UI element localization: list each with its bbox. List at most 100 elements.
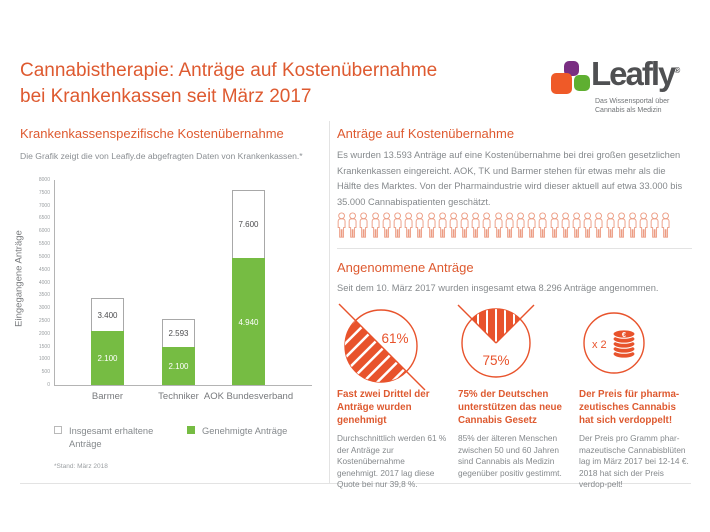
person-icon [572, 212, 581, 238]
stat-body: Durchschnittlich werden 61 % der Anträge… [337, 433, 447, 489]
y-tick-label: 7000 [38, 202, 50, 209]
page-title-line2: bei Krankenkassen seit März 2017 [20, 86, 312, 107]
x-axis-line [54, 385, 312, 386]
person-icon [594, 212, 603, 238]
person-icon [662, 212, 670, 238]
registered-mark: ® [674, 66, 681, 75]
x-category-label: AOK Bundesverband [203, 391, 294, 402]
person-icon [337, 212, 346, 238]
legend-swatch-green [187, 426, 195, 434]
bar-label-total: 2.593 [168, 328, 189, 338]
footnote: *Stand: März 2018 [54, 463, 108, 470]
y-tick-label: 0 [47, 382, 50, 388]
y-tick-label: 7500 [38, 189, 50, 196]
right-section-divider [337, 248, 692, 249]
person-icon [628, 212, 637, 238]
y-axis-line [54, 180, 55, 386]
person-icon [561, 212, 570, 238]
stat-body: Der Preis pro Gramm phar-mazeutische Can… [579, 433, 689, 489]
person-icon [460, 212, 469, 238]
legend-item-total: Insgesamt erhaltene Anträge [54, 425, 161, 450]
pie-61-icon: 61% [338, 303, 426, 391]
person-icon [404, 212, 413, 238]
stat-card-support: 75% der Deutschen unterstützen das neue … [458, 388, 579, 491]
stat-value-x2: x 2 [592, 339, 607, 351]
person-icon [449, 212, 458, 238]
y-tick-label: 2500 [38, 317, 50, 324]
y-tick-label: 6500 [38, 215, 50, 222]
person-icons-row [336, 211, 672, 240]
chart-subtitle: Die Grafik zeigt die von Leafly.de abgef… [20, 151, 303, 161]
y-tick-label: 3500 [38, 292, 50, 299]
x-category-label: Techniker [158, 391, 199, 402]
bottom-divider [20, 483, 691, 484]
bar-approved [91, 331, 124, 385]
right-section2-heading: Angenommene Anträge [337, 260, 474, 275]
person-icon [505, 212, 514, 238]
y-tick-label: 5000 [38, 253, 50, 260]
page-title-line1: Cannabistherapie: Anträge auf Kostenüber… [20, 60, 438, 81]
y-tick-label: 8000 [38, 177, 50, 183]
person-icon [415, 212, 424, 238]
person-icon [348, 212, 357, 238]
stat-body: 85% der älteren Menschen zwischen 50 und… [458, 433, 562, 478]
bar-approved [162, 346, 195, 385]
stat-card-price: Der Preis für pharma-zeutisches Cannabis… [579, 388, 694, 491]
leafly-logo: Leafly® Das Wissensportal über Cannabis … [551, 55, 701, 115]
person-icon [550, 212, 559, 238]
logo-tagline-line2: Cannabis als Medizin [595, 107, 662, 114]
person-icon [527, 212, 536, 238]
logo-square-orange [551, 73, 572, 94]
person-icon [494, 212, 503, 238]
person-icon [639, 212, 648, 238]
person-icon [471, 212, 480, 238]
y-tick-label: 1000 [38, 356, 50, 363]
euro-symbol: € [622, 330, 627, 339]
stat-value-75: 75% [482, 353, 509, 368]
person-icon [393, 212, 402, 238]
bar-label-approved: 2.100 [97, 354, 118, 364]
page-title: Cannabistherapie: Anträge auf Kostenüber… [20, 58, 437, 110]
logo-square-green [574, 75, 590, 91]
y-tick-label: 1500 [38, 343, 50, 350]
bar-label-total: 3.400 [97, 310, 118, 320]
stat-card-approved: Fast zwei Drittel der Anträge wurden gen… [337, 388, 458, 491]
right-section1-body: Es wurden 13.593 Anträge auf eine Kosten… [337, 150, 683, 207]
coins-icon: € x 2 [583, 312, 645, 374]
bar-label-approved: 2.100 [168, 361, 189, 371]
legend-label: Insgesamt erhaltene Anträge [69, 426, 154, 449]
person-icon [483, 212, 491, 238]
person-icon [583, 212, 592, 238]
logo-name: Leafly [591, 55, 676, 92]
y-tick-label: 4500 [38, 266, 50, 273]
bar-label-approved: 4.940 [238, 317, 259, 327]
bar-approved [232, 258, 265, 385]
person-icon [438, 212, 447, 238]
y-tick-label: 6000 [38, 228, 50, 235]
logo-wordmark: Leafly® [591, 55, 680, 93]
stat-title: 75% der Deutschen unterstützen das neue … [458, 389, 562, 426]
stat-title: Der Preis für pharma-zeutisches Cannabis… [579, 389, 680, 426]
stat-title: Fast zwei Drittel der Anträge wurden gen… [337, 389, 430, 426]
leafly-logo-icon [551, 61, 593, 101]
bar-label-total: 7.600 [238, 220, 259, 230]
person-icon [539, 212, 547, 238]
left-section-heading: Krankenkassenspezifische Kostenübernahme [20, 126, 284, 141]
logo-tagline: Das Wissensportal über Cannabis als Medi… [595, 97, 669, 115]
y-tick-label: 2000 [38, 330, 50, 337]
y-tick-label: 3000 [38, 305, 50, 312]
right-section1-heading: Anträge auf Kostenübernahme [337, 126, 515, 141]
person-icon [427, 212, 436, 238]
legend-item-approved: Genehmigte Anträge [187, 425, 294, 450]
chart-legend: Insgesamt erhaltene Anträge Genehmigte A… [54, 425, 294, 450]
person-icon [606, 212, 615, 238]
y-tick-label: 5500 [38, 241, 50, 248]
logo-square-purple [564, 61, 579, 76]
person-icon [516, 212, 525, 238]
logo-tagline-line1: Das Wissensportal über [595, 98, 670, 105]
vertical-divider [329, 121, 330, 483]
legend-label: Genehmigte Anträge [202, 426, 288, 436]
right-section2-body: Seit dem 10. März 2017 wurden insgesamt … [337, 283, 659, 293]
y-tick-label: 500 [41, 369, 50, 376]
